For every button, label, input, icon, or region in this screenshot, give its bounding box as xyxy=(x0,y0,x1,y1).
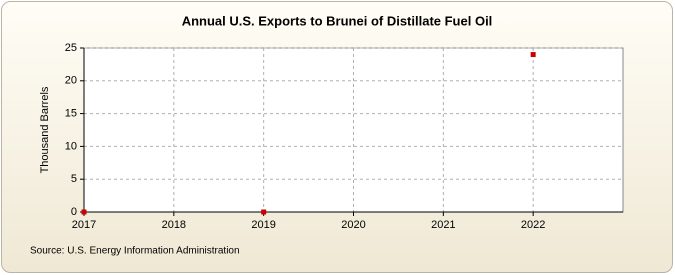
chart-title: Annual U.S. Exports to Brunei of Distill… xyxy=(182,13,493,28)
y-tick-label: 15 xyxy=(65,108,77,120)
y-tick-label: 10 xyxy=(65,140,77,152)
x-tick-label: 2017 xyxy=(72,219,96,231)
x-tick-label: 2019 xyxy=(251,219,275,231)
y-tick-label: 20 xyxy=(65,75,77,87)
source-note: Source: U.S. Energy Information Administ… xyxy=(30,246,240,257)
y-tick-label: 25 xyxy=(65,42,77,54)
y-tick-label: 5 xyxy=(71,173,77,185)
x-tick-label: 2022 xyxy=(521,219,545,231)
y-axis-label: Thousand Barrels xyxy=(39,86,51,173)
x-tick-label: 2020 xyxy=(341,219,365,231)
x-tick-label: 2018 xyxy=(162,219,186,231)
point xyxy=(261,209,267,215)
point xyxy=(81,209,87,215)
x-tick-label: 2021 xyxy=(431,219,455,231)
plot-area xyxy=(83,47,624,213)
point xyxy=(530,52,536,58)
y-tick-label: 0 xyxy=(71,206,77,218)
